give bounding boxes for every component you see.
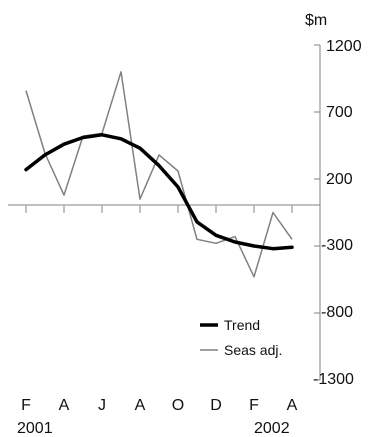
x-tick-label: O [172,397,184,414]
legend-label-trend: Trend [224,317,260,333]
legend-label-seas-adj: Seas adj. [224,342,282,358]
legend: Trend Seas adj. [200,317,282,358]
series-line-seas-adj [25,71,293,278]
y-tick-label: 700 [326,104,353,121]
y-tick-label: -300 [321,237,353,254]
x-tick-labels: F A J A O D F A 2001 2002 [17,397,298,437]
x-tick-year: 2002 [254,420,290,437]
x-tick-label: D [210,397,222,414]
x-tick-year: 2001 [17,420,53,437]
x-tick-label: A [59,397,70,414]
series-line-trend [24,133,294,251]
x-ticks [25,205,293,213]
x-tick-label: F [21,397,31,414]
x-tick-label: A [135,397,146,414]
x-tick-label: F [249,397,259,414]
y-unit-label: $m [305,12,327,29]
y-ticks [314,44,320,381]
y-tick-label: 1200 [326,38,362,55]
y-tick-label: -1300 [313,371,354,388]
x-tick-label: A [287,397,298,414]
x-tick-label: J [98,397,106,414]
y-tick-label: 200 [326,171,353,188]
y-tick-labels: 1200 700 200 -300 -800 -1300 [313,38,362,388]
y-tick-label: -800 [321,304,353,321]
